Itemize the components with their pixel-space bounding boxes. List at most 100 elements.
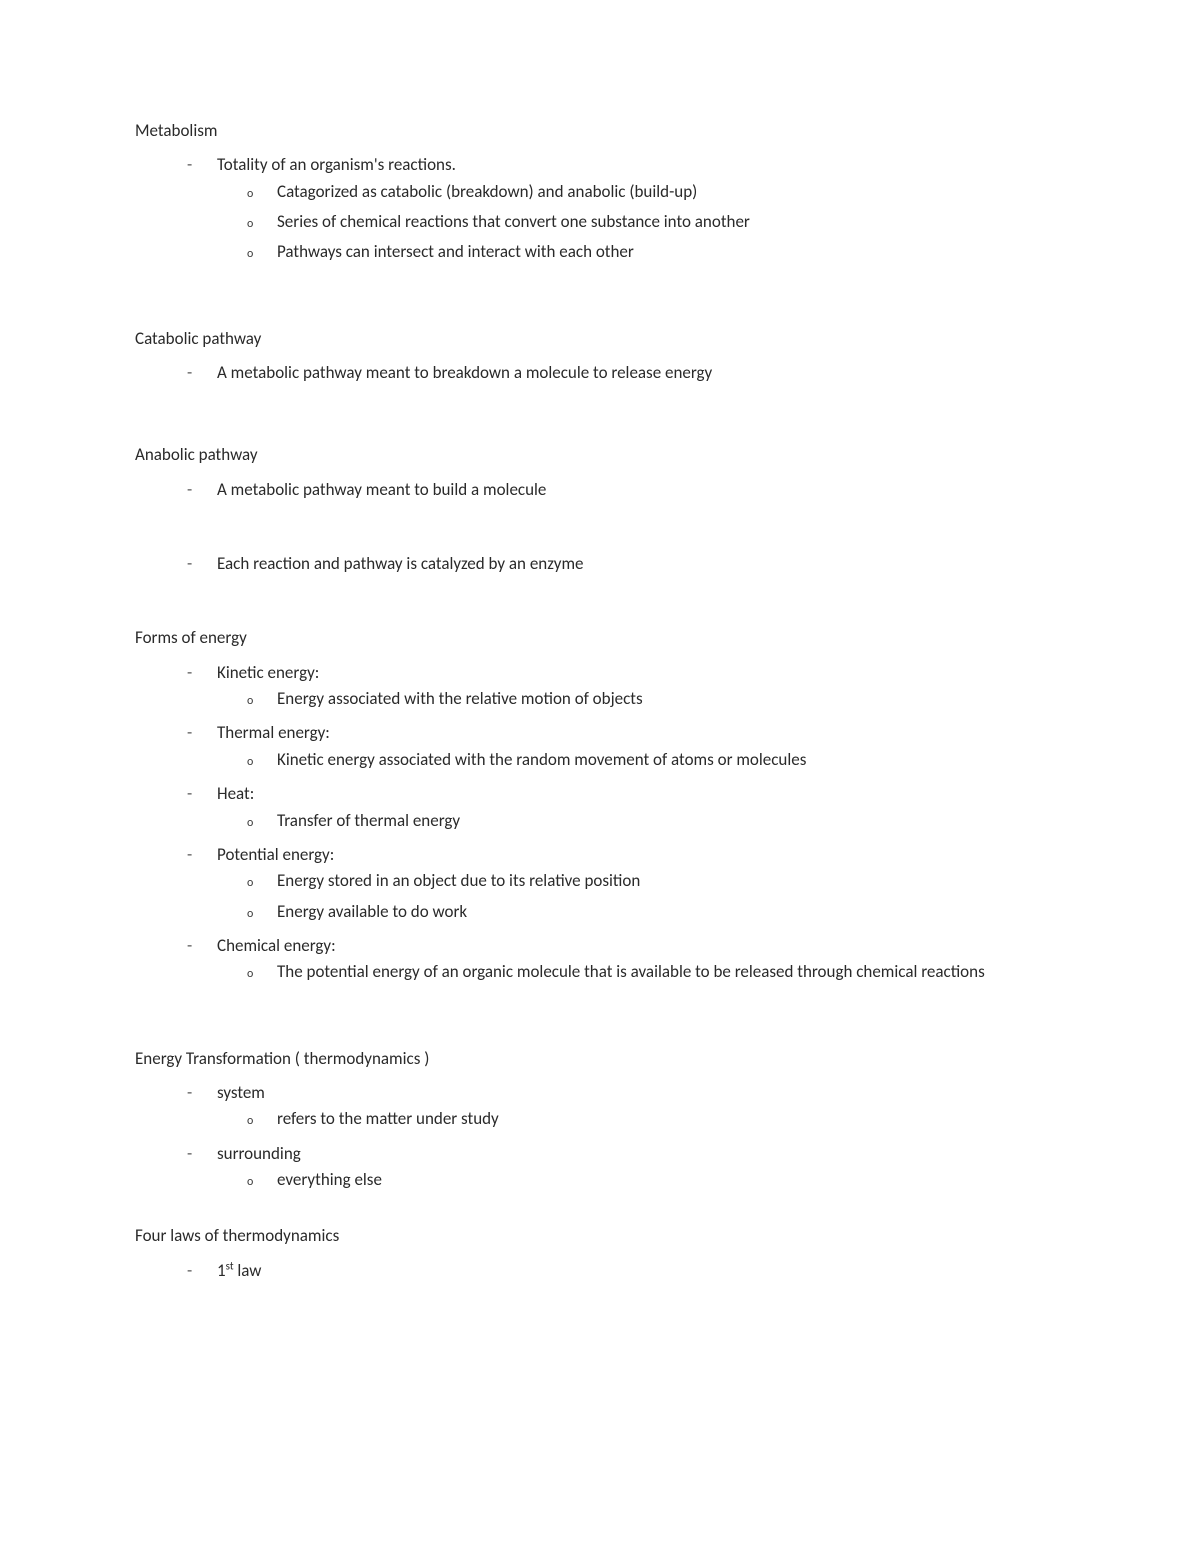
- list-level2: oEnergy stored in an object due to its r…: [217, 868, 640, 925]
- list-item: - Kinetic energy: oEnergy associated wit…: [187, 660, 1065, 717]
- list-level2: oEnergy associated with the relative mot…: [217, 686, 643, 712]
- heading-forms-of-energy: Forms of energy: [135, 625, 1065, 651]
- list-level2: oThe potential energy of an organic mole…: [217, 959, 985, 985]
- bullet-circle-icon: o: [247, 692, 277, 711]
- list-level2: oeverything else: [217, 1167, 382, 1193]
- heading-anabolic: Anabolic pathway: [135, 442, 1065, 468]
- list-item-content: Kinetic energy: oEnergy associated with …: [217, 660, 643, 717]
- list-item-content: Potential energy: oEnergy stored in an o…: [217, 842, 640, 929]
- list-item: oEnergy stored in an object due to its r…: [247, 868, 640, 894]
- list-item: - Totality of an organism's reactions. o…: [187, 152, 1065, 269]
- item-text: Totality of an organism's reactions.: [217, 154, 456, 175]
- item-text: A metabolic pathway meant to build a mol…: [217, 477, 546, 503]
- document-page: Metabolism - Totality of an organism's r…: [0, 0, 1200, 1553]
- bullet-dash-icon: -: [187, 551, 217, 577]
- bullet-dash-icon: -: [187, 477, 217, 503]
- item-text: system: [217, 1082, 265, 1103]
- bullet-dash-icon: -: [187, 720, 217, 746]
- bullet-circle-icon: o: [247, 965, 277, 984]
- law-number: 1: [217, 1260, 226, 1281]
- item-text: surrounding: [217, 1143, 301, 1164]
- item-text: Chemical energy:: [217, 935, 336, 956]
- heading-catabolic: Catabolic pathway: [135, 326, 1065, 352]
- list-item: - Thermal energy: oKinetic energy associ…: [187, 720, 1065, 777]
- list-item: oEnergy associated with the relative mot…: [247, 686, 643, 712]
- list-level1: - system orefers to the matter under stu…: [135, 1080, 1065, 1197]
- list-item: oCatagorized as catabolic (breakdown) an…: [247, 179, 750, 205]
- list-level1: - A metabolic pathway meant to breakdown…: [135, 360, 1065, 386]
- list-level2: oCatagorized as catabolic (breakdown) an…: [217, 179, 750, 266]
- bullet-dash-icon: -: [187, 933, 217, 959]
- list-item: oeverything else: [247, 1167, 382, 1193]
- bullet-circle-icon: o: [247, 814, 277, 833]
- bullet-circle-icon: o: [247, 1173, 277, 1192]
- list-item: - system orefers to the matter under stu…: [187, 1080, 1065, 1137]
- list-item-content: Thermal energy: oKinetic energy associat…: [217, 720, 806, 777]
- list-item: - A metabolic pathway meant to build a m…: [187, 477, 1065, 503]
- item-text: Energy associated with the relative moti…: [277, 686, 643, 712]
- list-item: oSeries of chemical reactions that conve…: [247, 209, 750, 235]
- list-item: - Each reaction and pathway is catalyzed…: [187, 551, 1065, 577]
- list-item: oThe potential energy of an organic mole…: [247, 959, 985, 985]
- item-text: Each reaction and pathway is catalyzed b…: [217, 551, 584, 577]
- bullet-circle-icon: o: [247, 215, 277, 234]
- item-text: Energy stored in an object due to its re…: [277, 868, 640, 894]
- list-item: oPathways can intersect and interact wit…: [247, 239, 750, 265]
- bullet-dash-icon: -: [187, 1080, 217, 1106]
- item-text: Pathways can intersect and interact with…: [277, 239, 634, 265]
- list-item: - Heat: oTransfer of thermal energy: [187, 781, 1065, 838]
- bullet-dash-icon: -: [187, 152, 217, 178]
- list-level1: - Totality of an organism's reactions. o…: [135, 152, 1065, 269]
- list-item: - A metabolic pathway meant to breakdown…: [187, 360, 1065, 386]
- heading-energy-transformation: Energy Transformation ( thermodynamics ): [135, 1046, 1065, 1072]
- list-item: oKinetic energy associated with the rand…: [247, 747, 806, 773]
- list-level2: orefers to the matter under study: [217, 1106, 499, 1132]
- list-level2: oTransfer of thermal energy: [217, 808, 460, 834]
- list-item-content: Heat: oTransfer of thermal energy: [217, 781, 460, 838]
- list-level1: - 1st law: [135, 1258, 1065, 1284]
- item-text: Series of chemical reactions that conver…: [277, 209, 750, 235]
- bullet-dash-icon: -: [187, 1258, 217, 1284]
- item-text: Potential energy:: [217, 844, 334, 865]
- list-level2: oKinetic energy associated with the rand…: [217, 747, 806, 773]
- item-text: Catagorized as catabolic (breakdown) and…: [277, 179, 697, 205]
- item-text: Heat:: [217, 783, 254, 804]
- item-text: refers to the matter under study: [277, 1106, 499, 1132]
- item-text: A metabolic pathway meant to breakdown a…: [217, 360, 712, 386]
- item-text: The potential energy of an organic molec…: [277, 959, 985, 985]
- bullet-circle-icon: o: [247, 245, 277, 264]
- bullet-circle-icon: o: [247, 905, 277, 924]
- list-item: oEnergy available to do work: [247, 899, 640, 925]
- item-text: Kinetic energy associated with the rando…: [277, 747, 806, 773]
- item-text: Thermal energy:: [217, 722, 330, 743]
- bullet-circle-icon: o: [247, 1112, 277, 1131]
- item-text: everything else: [277, 1167, 382, 1193]
- bullet-dash-icon: -: [187, 360, 217, 386]
- item-text: 1st law: [217, 1258, 261, 1284]
- heading-four-laws: Four laws of thermodynamics: [135, 1223, 1065, 1249]
- list-item-content: Totality of an organism's reactions. oCa…: [217, 152, 750, 269]
- item-text: Transfer of thermal energy: [277, 808, 460, 834]
- bullet-dash-icon: -: [187, 781, 217, 807]
- list-item-content: Chemical energy: oThe potential energy o…: [217, 933, 985, 990]
- item-text: Energy available to do work: [277, 899, 467, 925]
- bullet-dash-icon: -: [187, 1141, 217, 1167]
- bullet-circle-icon: o: [247, 874, 277, 893]
- item-text: Kinetic energy:: [217, 662, 319, 683]
- bullet-dash-icon: -: [187, 842, 217, 868]
- heading-metabolism: Metabolism: [135, 118, 1065, 144]
- bullet-dash-icon: -: [187, 660, 217, 686]
- list-item: oTransfer of thermal energy: [247, 808, 460, 834]
- list-item: orefers to the matter under study: [247, 1106, 499, 1132]
- list-level1: - Each reaction and pathway is catalyzed…: [135, 551, 1065, 577]
- bullet-circle-icon: o: [247, 753, 277, 772]
- bullet-circle-icon: o: [247, 185, 277, 204]
- law-suffix: law: [234, 1260, 262, 1281]
- list-item: - Potential energy: oEnergy stored in an…: [187, 842, 1065, 929]
- list-item: - surrounding oeverything else: [187, 1141, 1065, 1198]
- list-item-content: system orefers to the matter under study: [217, 1080, 499, 1137]
- list-item: - 1st law: [187, 1258, 1065, 1284]
- list-level1: - Kinetic energy: oEnergy associated wit…: [135, 660, 1065, 990]
- list-item-content: surrounding oeverything else: [217, 1141, 382, 1198]
- list-item: - Chemical energy: oThe potential energy…: [187, 933, 1065, 990]
